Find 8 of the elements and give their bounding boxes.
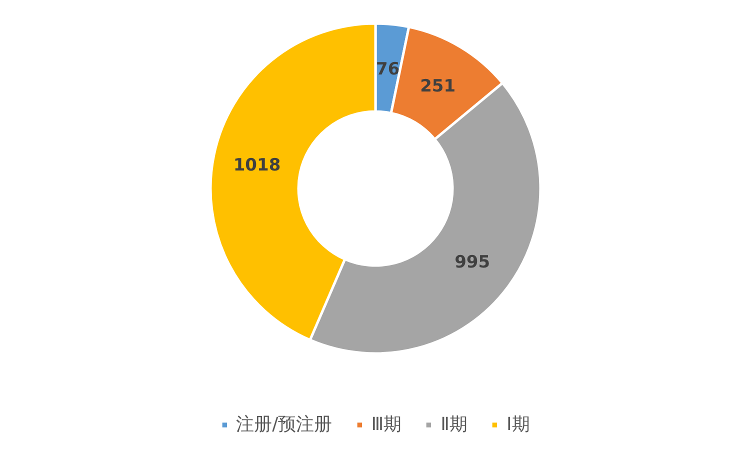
data-label: 76 [376, 60, 400, 80]
legend-label: 注册/预注册 [236, 413, 332, 436]
data-label: 1018 [233, 155, 281, 176]
legend-label: Ⅰ期 [506, 413, 530, 436]
legend-label: Ⅱ期 [440, 413, 468, 436]
data-label: 251 [420, 76, 456, 96]
legend-label: Ⅲ期 [371, 413, 402, 436]
data-label: 995 [454, 252, 490, 273]
